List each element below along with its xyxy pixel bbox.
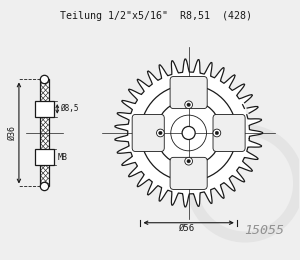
Circle shape xyxy=(40,182,49,191)
Circle shape xyxy=(187,159,190,163)
Circle shape xyxy=(157,129,164,137)
FancyBboxPatch shape xyxy=(35,149,54,165)
Text: MB: MB xyxy=(57,153,67,161)
Text: Teilung 1/2"x5/16"  R8,51  (428): Teilung 1/2"x5/16" R8,51 (428) xyxy=(60,11,252,21)
Circle shape xyxy=(187,103,190,107)
Circle shape xyxy=(182,126,195,140)
FancyBboxPatch shape xyxy=(170,157,207,190)
Circle shape xyxy=(185,157,193,165)
Circle shape xyxy=(213,129,221,137)
FancyBboxPatch shape xyxy=(40,80,49,186)
Circle shape xyxy=(185,101,193,109)
Circle shape xyxy=(215,131,219,135)
FancyBboxPatch shape xyxy=(35,101,54,117)
Text: 15055: 15055 xyxy=(244,224,284,237)
Text: Ø56: Ø56 xyxy=(179,224,195,233)
Circle shape xyxy=(40,75,49,84)
FancyBboxPatch shape xyxy=(170,76,207,109)
Text: Ø8,5: Ø8,5 xyxy=(60,105,78,113)
FancyBboxPatch shape xyxy=(132,114,164,152)
Text: Ø36: Ø36 xyxy=(8,126,16,140)
Circle shape xyxy=(159,131,162,135)
FancyBboxPatch shape xyxy=(213,114,245,152)
